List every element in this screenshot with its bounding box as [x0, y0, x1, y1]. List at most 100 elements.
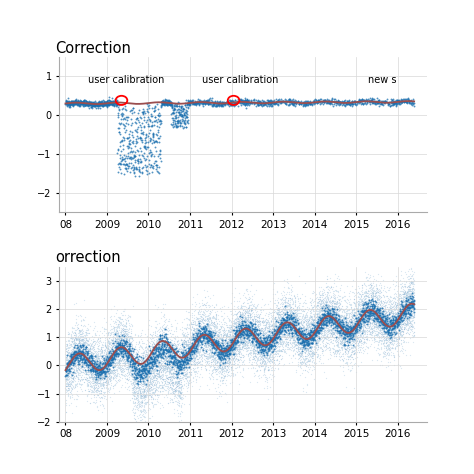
Point — [113, 345, 121, 353]
Point — [90, 349, 98, 356]
Point — [154, 342, 162, 350]
Point — [329, 319, 337, 327]
Point — [196, 332, 203, 339]
Point — [87, 372, 95, 379]
Point — [256, 310, 264, 318]
Point — [271, 327, 278, 335]
Point — [243, 330, 251, 337]
Point — [370, 322, 378, 329]
Point — [132, 394, 140, 401]
Point — [269, 101, 276, 109]
Point — [356, 302, 364, 310]
Point — [66, 367, 73, 374]
Point — [360, 307, 368, 315]
Point — [287, 95, 294, 103]
Point — [407, 314, 415, 321]
Point — [232, 323, 240, 330]
Point — [130, 373, 138, 381]
Point — [402, 290, 410, 298]
Point — [392, 337, 400, 344]
Point — [348, 313, 356, 320]
Point — [300, 346, 307, 353]
Point — [275, 339, 283, 347]
Point — [271, 350, 279, 357]
Point — [220, 373, 228, 380]
Point — [231, 349, 238, 357]
Point — [276, 317, 283, 324]
Point — [144, 374, 152, 381]
Point — [263, 96, 270, 104]
Point — [241, 327, 248, 335]
Point — [283, 310, 291, 318]
Point — [183, 356, 191, 363]
Point — [216, 327, 224, 335]
Point — [294, 358, 301, 366]
Point — [281, 310, 288, 318]
Point — [394, 305, 402, 313]
Point — [108, 98, 115, 106]
Point — [169, 363, 176, 370]
Point — [210, 332, 218, 339]
Point — [286, 309, 294, 317]
Point — [114, 359, 121, 367]
Point — [153, 357, 160, 365]
Point — [237, 312, 244, 320]
Point — [289, 326, 296, 334]
Point — [326, 307, 333, 314]
Point — [69, 348, 76, 356]
Point — [143, 170, 151, 178]
Point — [352, 309, 360, 316]
Point — [214, 356, 221, 363]
Point — [124, 352, 132, 360]
Point — [88, 101, 96, 109]
Point — [276, 327, 283, 334]
Point — [133, 370, 140, 378]
Point — [397, 323, 404, 330]
Point — [218, 366, 226, 374]
Point — [272, 337, 279, 344]
Point — [223, 321, 230, 328]
Point — [310, 356, 317, 364]
Point — [285, 320, 292, 328]
Point — [311, 327, 319, 334]
Point — [86, 362, 94, 369]
Point — [125, 338, 133, 346]
Point — [354, 301, 362, 308]
Point — [263, 322, 270, 329]
Point — [400, 295, 407, 302]
Point — [202, 328, 210, 335]
Point — [124, 362, 131, 369]
Point — [349, 312, 357, 319]
Point — [300, 318, 308, 325]
Point — [69, 374, 76, 382]
Point — [133, 401, 141, 409]
Point — [221, 344, 228, 351]
Point — [138, 337, 146, 345]
Point — [68, 374, 75, 381]
Point — [91, 379, 99, 386]
Point — [150, 373, 157, 381]
Point — [185, 340, 193, 348]
Point — [408, 289, 416, 297]
Point — [331, 95, 339, 103]
Point — [402, 300, 410, 307]
Point — [91, 384, 99, 392]
Point — [273, 326, 281, 334]
Point — [287, 313, 294, 321]
Point — [374, 301, 382, 308]
Point — [109, 339, 116, 347]
Point — [279, 287, 287, 295]
Point — [183, 358, 191, 365]
Point — [277, 326, 284, 333]
Point — [387, 322, 395, 329]
Point — [116, 321, 124, 328]
Point — [246, 355, 253, 362]
Point — [365, 313, 372, 320]
Point — [358, 290, 366, 298]
Point — [365, 330, 373, 337]
Point — [83, 101, 91, 109]
Point — [110, 351, 118, 358]
Point — [66, 369, 73, 377]
Point — [102, 362, 110, 370]
Point — [201, 331, 209, 339]
